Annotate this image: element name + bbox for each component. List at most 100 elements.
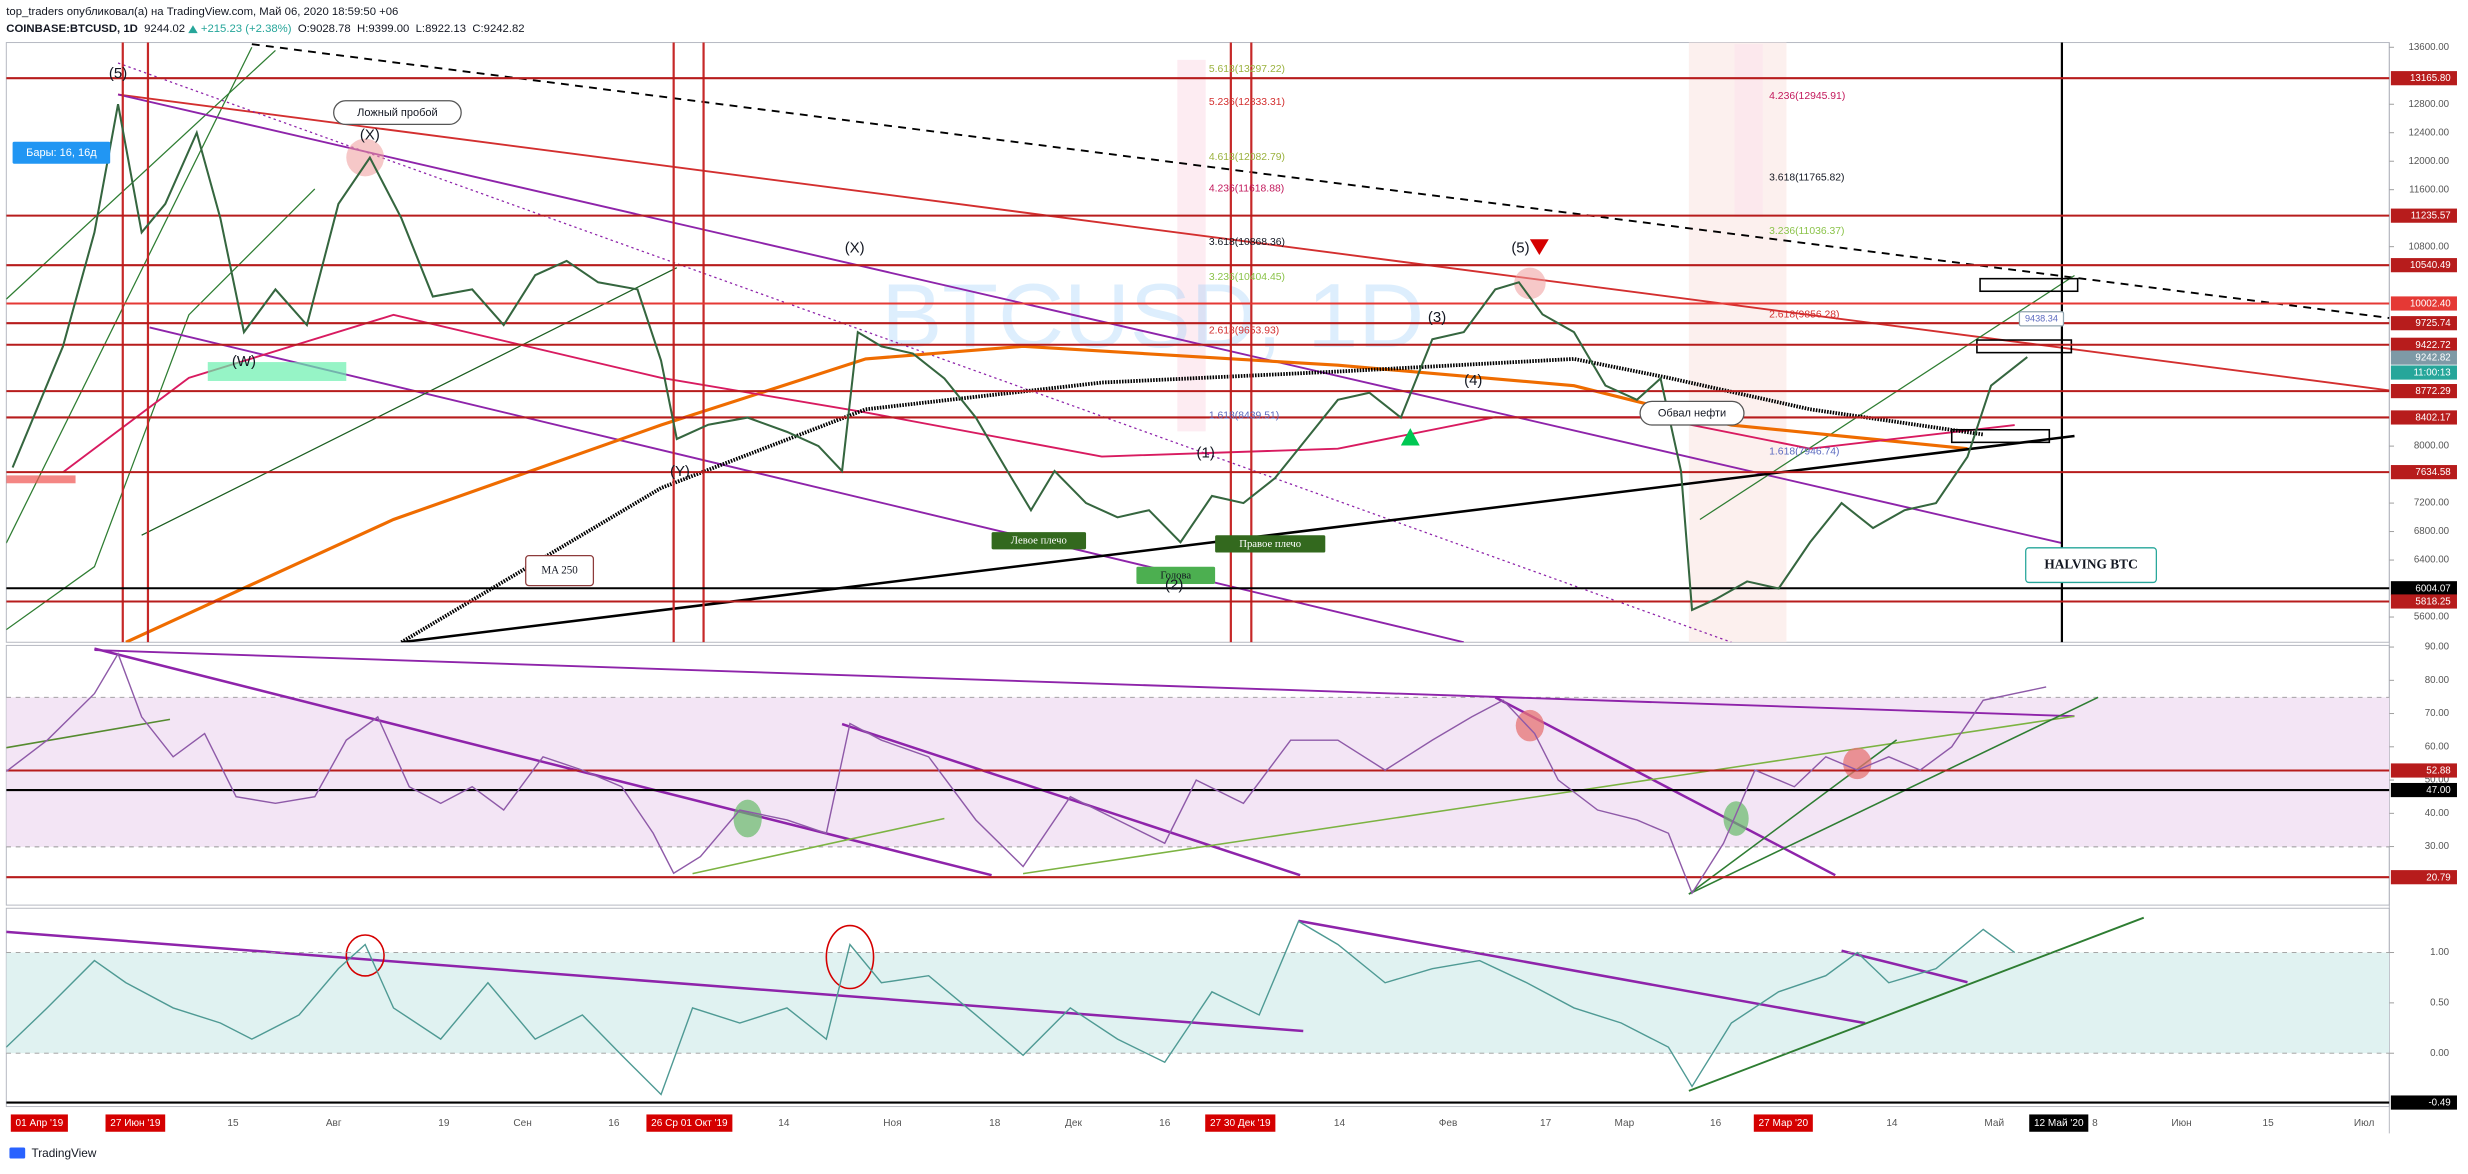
box [1976,339,2073,354]
rsi-drawings [6,647,2390,895]
y-tick-label: 80.00 [2425,675,2450,686]
annotation-box [1215,535,1326,553]
up-arrow [188,25,198,34]
annotation: Обвал нефти [1658,408,1726,420]
drawings: BTCUSD, 1D [6,42,2390,643]
trendline [94,649,2075,718]
arrow [1529,239,1549,256]
trendline [251,43,2390,319]
x-marker-tag [10,1114,68,1132]
annotation: Голова [1160,569,1191,581]
osc-pane [6,920,2390,1104]
fib-label: 5.236(12833.31) [1209,97,1285,108]
y-tick-label: 10800.00 [2408,241,2449,252]
fib-label: 3.236(11036.37) [1769,226,1844,237]
annotation: Бары: 16, 16д [26,147,97,159]
trendline [6,188,316,631]
level-tag [2390,763,2457,778]
level-label: 5818.25 [2415,597,2451,608]
main-line [11,104,2028,612]
level-tag [2390,870,2457,885]
marker [825,924,875,990]
y-tick-label: 5600.00 [2414,612,2450,623]
wave-label: (5) [1511,240,1529,257]
marker [345,934,385,977]
x-tick-label: Июл [2354,1118,2375,1129]
countdown: 11:00:13 [2413,368,2450,379]
level-tag [2390,258,2457,273]
marker [1514,267,1546,300]
level-label: 10540.49 [2410,260,2451,271]
trendline [6,47,253,544]
annotation-box [2025,547,2157,584]
wave-label: (X) [845,240,865,257]
rsi-line [6,652,2047,895]
low: L:8922.13 [416,23,466,35]
trendline [117,93,2063,545]
y-tick-label: 6400.00 [2414,555,2450,566]
x-tick-label: 27 Мар '20 [1759,1118,1809,1129]
x-tick-label: 8 [2092,1118,2098,1129]
symbol-row: COINBASE:BTCUSD, 1D 9244.02 +215.23 (+2.… [6,23,524,35]
annotation: HALVING BTC [2044,557,2137,572]
level-tag [2390,594,2457,609]
annotation-box [991,532,1087,550]
level-tag [2390,337,2457,352]
wave-label: (Y) [670,463,690,480]
annotation-box [1639,400,1745,426]
fib-label: 3.618(10868.36) [1209,237,1285,248]
level-label: 6004.07 [2415,583,2450,594]
fib-label: 4.618(12082.79) [1209,152,1285,163]
annotation: MA 250 [541,565,578,577]
wave-label: (5) [109,65,127,82]
trendline [841,722,1301,877]
y-tick-label: 6800.00 [2414,526,2450,537]
x-tick-label: 16 [1710,1118,1722,1129]
y-tick-label: 1.00 [2430,947,2450,958]
fib-label: 1.618(8439.51) [1209,410,1279,421]
osc-drawings [6,916,2390,1092]
y-tick-label: 7200.00 [2414,498,2450,509]
x-tick-label: Июн [2171,1118,2191,1129]
trendline [149,326,1465,643]
x-tick-label: 16 [1159,1118,1171,1129]
marker [1723,801,1749,836]
osc-band [6,952,2390,1054]
level-label: -0.49 [2428,1098,2450,1109]
fib-label: 4.236(11618.88) [1209,184,1284,195]
x-marker-tag [2029,1114,2089,1132]
level-label: 52.88 [2426,766,2450,777]
x-tick-label: Май [1984,1118,2004,1129]
moving-average [62,313,2015,474]
wave-label: (3) [1428,309,1446,326]
marker [1843,747,1872,780]
trendline [6,49,276,300]
annotations: Бары: 16, 16д Ложный пробой (5) (X) (W) (Y) (X… [12,64,2157,594]
fib-zone [1734,44,1763,218]
footer: TradingView [9,1146,97,1160]
annotation: 9438.34 [2025,314,2058,324]
level-tag [2390,350,2457,365]
x-tick-label: Мар [1614,1118,1634,1129]
level-label: 13165.80 [2410,73,2451,84]
open: O:9028.78 [298,23,351,35]
level-tag [2390,316,2457,331]
x-tick-label: 12 Май '20 [2034,1118,2084,1129]
trendline [1494,696,1836,877]
trendline [1022,715,2075,875]
fib-zone [1177,59,1206,432]
trendline [94,647,992,877]
x-marker-tag [1205,1114,1276,1132]
wave-label: (X) [360,126,380,143]
last-price: 9244.02 [144,23,185,35]
level-tag [2390,465,2457,480]
x-marker-tag [105,1114,166,1132]
x-tick-label: 18 [989,1118,1001,1129]
trendline [692,817,945,875]
level-tag [2390,208,2457,223]
y-tick-label: 70.00 [2425,708,2450,719]
price-pane [6,77,2390,612]
high: H:9399.00 [357,23,409,35]
box [1950,428,2051,444]
y-tick-label: 12800.00 [2408,99,2449,110]
